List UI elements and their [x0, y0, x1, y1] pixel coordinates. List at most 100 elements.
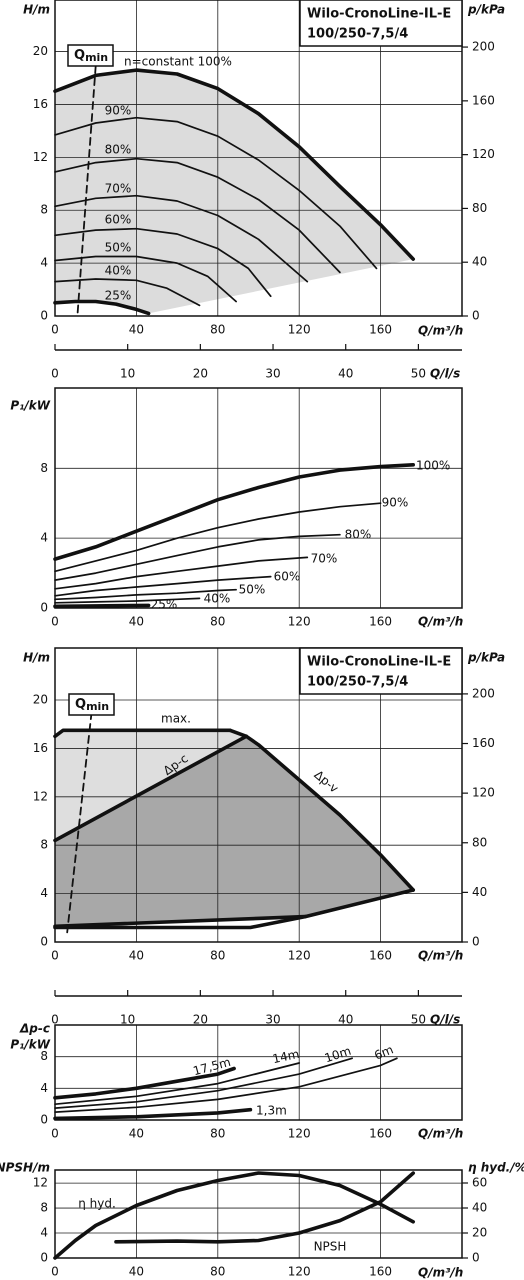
curve-label: 60%	[105, 213, 132, 227]
y-tick-label: 16	[33, 97, 48, 111]
dpv-area	[55, 736, 414, 927]
y-tick-label: 0	[40, 1113, 48, 1127]
y-tick-label: 4	[40, 256, 48, 270]
y-tick-label: 0	[40, 935, 48, 949]
curve	[53, 603, 151, 609]
x-tick-label: 40	[129, 615, 144, 629]
curve-label: 70%	[105, 182, 132, 196]
y-tick-label: 8	[40, 1201, 48, 1215]
curve-label: η hyd.	[78, 1197, 116, 1211]
curve-label: 90%	[105, 104, 132, 118]
curve	[54, 194, 309, 283]
x-tick-label: 160	[369, 1127, 392, 1141]
x-tick-label: 50	[411, 367, 426, 381]
x-tick-label: 120	[288, 1127, 311, 1141]
y-tick-label: 0	[40, 309, 48, 323]
x-tick-label: 0	[51, 1265, 59, 1279]
y2-tick-label: 0	[472, 935, 480, 949]
curve	[54, 502, 382, 573]
curve	[53, 1066, 236, 1100]
curve	[54, 116, 378, 270]
y2-axis-label: η hyd./%	[468, 1161, 524, 1175]
x-tick-label: 0	[51, 1013, 59, 1027]
qmin-q: Q	[74, 48, 85, 63]
x-tick-label: 0	[51, 323, 59, 337]
x-tick-label: 10	[120, 1013, 135, 1027]
x-tick-label: 20	[193, 367, 208, 381]
x-tick-label: 160	[369, 323, 392, 337]
x-tick-label: 40	[129, 1127, 144, 1141]
curve	[53, 1107, 253, 1121]
y2-tick-label: 40	[472, 1201, 487, 1215]
title: Wilo-CronoLine-IL-E	[307, 7, 451, 22]
x-tick-label: 0	[51, 949, 59, 963]
plot-frame	[54, 1024, 463, 1121]
curve-label: 70%	[311, 552, 338, 566]
y2-tick-label: 0	[472, 1251, 480, 1265]
title: 100/250-7,5/4	[307, 675, 408, 690]
curve	[54, 278, 201, 307]
y-axis-label: Δp-c	[19, 1022, 50, 1036]
curve	[54, 255, 237, 303]
curve	[53, 888, 416, 929]
qmin-box	[68, 693, 115, 716]
y-tick-label: 4	[40, 1081, 48, 1095]
x-tick-label: 160	[369, 615, 392, 629]
qmin-box	[67, 44, 114, 67]
x-axis-label: Q/m³/h	[418, 324, 463, 338]
curve-label: Δp-v	[312, 768, 342, 796]
x-axis-label: Q/m³/h	[418, 1127, 463, 1141]
curve-label: 25%	[151, 598, 178, 612]
x-tick-label: 10	[120, 367, 135, 381]
curve	[54, 597, 201, 604]
y-tick-label: 4	[40, 886, 48, 900]
x-tick-label: 30	[265, 367, 280, 381]
curve	[54, 1057, 398, 1113]
curve-label: 6m	[372, 1042, 395, 1062]
curve-label: n=constant 100%	[124, 55, 232, 69]
y-tick-label: 8	[40, 1049, 48, 1063]
y-axis-label: H/m	[23, 3, 50, 17]
curve-label: 50%	[239, 583, 266, 597]
y2-tick-label: 20	[472, 1226, 487, 1240]
curve	[54, 556, 309, 590]
x-tick-label: 40	[338, 1013, 353, 1027]
y-tick-label: 12	[33, 789, 48, 803]
y-tick-label: 8	[40, 203, 48, 217]
x-tick-label: 120	[288, 323, 311, 337]
qmin-label: Qmin	[74, 48, 108, 65]
y2-tick-label: 0	[472, 309, 480, 323]
x-tick-label: 40	[129, 949, 144, 963]
x-tick-label: 120	[288, 1265, 311, 1279]
x-tick-label: 0	[51, 367, 59, 381]
y2-axis-label: p/kPa	[467, 651, 505, 665]
curve-label: 60%	[274, 570, 301, 584]
x-axis-label: Q/m³/h	[418, 1266, 463, 1280]
x-tick-label: 80	[210, 949, 225, 963]
y-tick-label: 8	[40, 838, 48, 852]
y2-tick-label: 200	[472, 40, 495, 54]
curve	[53, 734, 249, 843]
title-box	[299, 647, 463, 695]
curve-label: max.	[161, 712, 191, 726]
curve-label: NPSH	[314, 1240, 347, 1254]
x-tick-label: 80	[210, 323, 225, 337]
curve	[53, 299, 151, 316]
x-tick-label: 40	[129, 323, 144, 337]
x-tick-label: 0	[51, 615, 59, 629]
curve	[54, 588, 237, 601]
qmin-line	[76, 65, 97, 317]
y2-tick-label: 60	[472, 1176, 487, 1190]
curve	[53, 914, 308, 930]
y2-tick-label: 80	[472, 201, 487, 215]
curve	[53, 1171, 416, 1260]
curve-label: 1,3m	[256, 1104, 287, 1118]
x-tick-label: 120	[288, 615, 311, 629]
curve-label: 40%	[105, 264, 132, 278]
title: Wilo-CronoLine-IL-E	[307, 655, 451, 670]
x-tick-label: 50	[411, 1013, 426, 1027]
y-tick-label: 20	[33, 693, 48, 707]
curve	[54, 157, 341, 274]
x-axis-label: Q/l/s	[430, 367, 460, 381]
x-tick-label: 40	[338, 367, 353, 381]
